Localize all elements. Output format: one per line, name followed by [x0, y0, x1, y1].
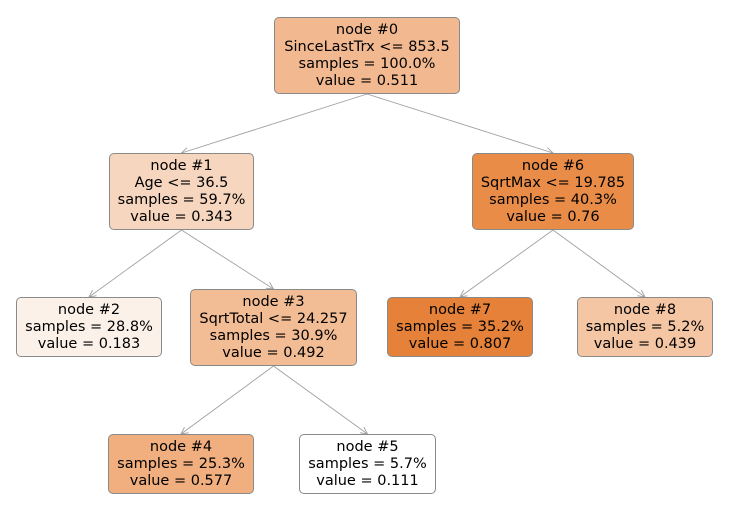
node-title: node #2: [57, 301, 121, 318]
node-samples: samples = 59.7%: [117, 191, 246, 208]
node-title: node #1: [150, 157, 213, 174]
tree-node-4: node #4 samples = 25.3% value = 0.577: [108, 434, 254, 494]
tree-node-0: node #0 SinceLastTrx <= 853.5 samples = …: [274, 17, 460, 94]
node-split: SqrtTotal <= 24.257: [199, 310, 348, 327]
edge-node-6-to-node-8: [552, 229, 645, 297]
node-title: node #6: [521, 157, 585, 174]
node-value: value = 0.511: [315, 72, 419, 89]
edge-node-6-to-node-7: [460, 229, 554, 297]
tree-node-2: node #2 samples = 28.8% value = 0.183: [16, 297, 162, 357]
node-samples: samples = 35.2%: [396, 318, 524, 335]
node-title: node #3: [242, 293, 305, 310]
edge-node-3-to-node-5: [273, 365, 368, 434]
node-split: SinceLastTrx <= 853.5: [284, 38, 450, 55]
node-value: value = 0.183: [37, 335, 141, 352]
edge-node-3-to-node-4: [181, 365, 274, 434]
tree-node-5: node #5 samples = 5.7% value = 0.111: [299, 434, 436, 494]
node-value: value = 0.807: [408, 335, 512, 352]
node-value: value = 0.492: [222, 344, 325, 361]
node-samples: samples = 5.7%: [308, 455, 427, 472]
node-value: value = 0.111: [316, 472, 419, 489]
node-value: value = 0.577: [129, 472, 233, 489]
node-samples: samples = 25.3%: [117, 455, 245, 472]
node-samples: samples = 40.3%: [489, 191, 617, 208]
node-split: SqrtMax <= 19.785: [480, 174, 626, 191]
tree-node-6: node #6 SqrtMax <= 19.785 samples = 40.3…: [472, 153, 634, 230]
node-title: node #5: [336, 438, 399, 455]
node-samples: samples = 30.9%: [209, 327, 338, 344]
edge-node-1-to-node-2: [89, 229, 182, 297]
node-value: value = 0.343: [130, 208, 233, 225]
tree-node-1: node #1 Age <= 36.5 samples = 59.7% valu…: [109, 153, 254, 230]
edge-node-1-to-node-3: [181, 229, 274, 289]
edge-node-0-to-node-1: [182, 93, 368, 153]
node-title: node #7: [428, 301, 492, 318]
tree-node-8: node #8 samples = 5.2% value = 0.439: [577, 297, 713, 357]
edge-node-0-to-node-6: [366, 93, 553, 153]
tree-node-7: node #7 samples = 35.2% value = 0.807: [387, 297, 533, 357]
node-samples: samples = 100.0%: [298, 55, 436, 72]
node-value: value = 0.439: [593, 335, 697, 352]
node-samples: samples = 28.8%: [25, 318, 153, 335]
node-title: node #4: [149, 438, 213, 455]
node-samples: samples = 5.2%: [585, 318, 705, 335]
node-value: value = 0.76: [506, 208, 600, 225]
tree-node-3: node #3 SqrtTotal <= 24.257 samples = 30…: [190, 289, 357, 366]
node-title: node #8: [613, 301, 677, 318]
node-title: node #0: [335, 21, 399, 38]
node-split: Age <= 36.5: [134, 174, 229, 191]
